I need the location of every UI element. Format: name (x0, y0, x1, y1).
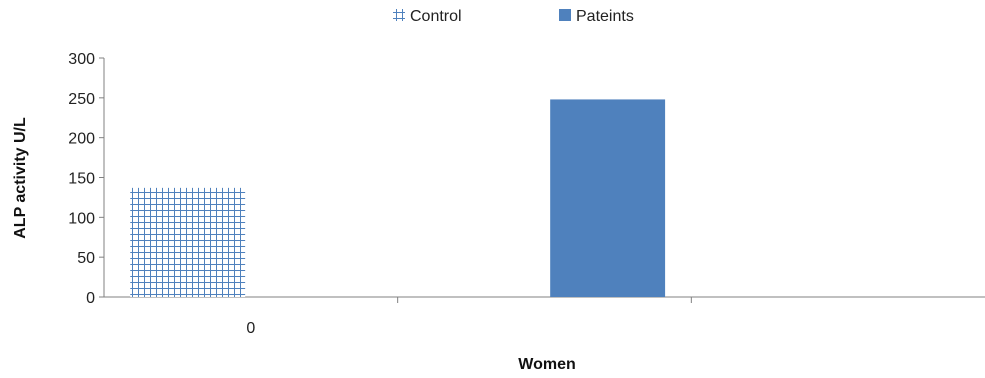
legend-swatch-control (393, 9, 405, 21)
bar-pateints (550, 99, 666, 297)
legend-item-patients: Pateints (559, 8, 634, 25)
y-axis-title: ALP activity U/L (12, 117, 29, 239)
legend: Control Pateints (393, 8, 634, 25)
y-axis-ticks: 0 50 100 150 200 250 300 (68, 51, 104, 307)
y-tick-label: 50 (77, 250, 95, 267)
y-tick-label: 0 (86, 290, 95, 307)
legend-swatch-patients (559, 9, 571, 21)
y-tick-label: 150 (68, 171, 95, 188)
bar-control (130, 187, 246, 297)
legend-item-control: Control (393, 8, 462, 25)
y-tick-label: 250 (68, 91, 95, 108)
legend-label-control: Control (410, 8, 462, 25)
y-tick-label: 300 (68, 51, 95, 68)
bars (130, 99, 666, 297)
y-tick-label: 100 (68, 210, 95, 227)
legend-label-patients: Pateints (576, 8, 634, 25)
x-axis-ticks: 0 (246, 297, 692, 337)
x-tick-label: 0 (246, 320, 255, 337)
y-tick-label: 200 (68, 131, 95, 148)
x-axis-title: Women (518, 356, 575, 373)
